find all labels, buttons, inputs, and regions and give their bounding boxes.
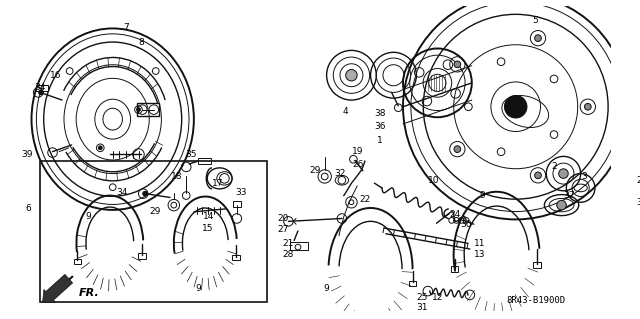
Text: 14: 14 — [202, 212, 214, 221]
Circle shape — [504, 95, 527, 118]
Text: 9: 9 — [479, 191, 485, 200]
Circle shape — [454, 146, 461, 152]
Text: 31: 31 — [417, 303, 428, 312]
Bar — [291, 242, 307, 250]
Text: 7: 7 — [123, 23, 129, 32]
Circle shape — [557, 200, 566, 210]
Text: 37: 37 — [563, 191, 575, 200]
Text: 11: 11 — [474, 239, 485, 248]
Text: 29: 29 — [310, 166, 321, 175]
Text: 9: 9 — [324, 284, 330, 293]
Bar — [198, 158, 211, 164]
Text: 23: 23 — [636, 176, 640, 185]
Text: 36: 36 — [374, 122, 386, 131]
Bar — [233, 201, 241, 207]
Text: 10: 10 — [428, 176, 439, 185]
Text: 5: 5 — [532, 16, 538, 25]
Circle shape — [559, 169, 568, 178]
Text: 28: 28 — [283, 250, 294, 259]
Text: 15: 15 — [202, 224, 214, 233]
Text: 33: 33 — [235, 188, 246, 197]
Text: 8R43-B1900D: 8R43-B1900D — [506, 296, 565, 305]
Bar — [451, 266, 458, 272]
Bar — [136, 103, 159, 116]
Bar — [36, 85, 48, 91]
Bar — [533, 263, 541, 268]
Bar — [74, 259, 81, 264]
Text: 16: 16 — [50, 71, 61, 80]
Text: 34: 34 — [35, 83, 46, 92]
Text: 24: 24 — [449, 210, 460, 219]
Circle shape — [584, 103, 591, 110]
Text: 21: 21 — [283, 239, 294, 248]
Text: 38: 38 — [374, 109, 386, 118]
Bar — [40, 161, 268, 301]
Circle shape — [99, 146, 102, 150]
Text: 6: 6 — [26, 204, 31, 213]
Text: 4: 4 — [343, 107, 349, 116]
Text: 2: 2 — [551, 162, 557, 171]
Text: 34: 34 — [116, 188, 128, 197]
Bar — [409, 280, 417, 286]
Text: 18: 18 — [171, 172, 182, 181]
Circle shape — [136, 108, 140, 112]
Circle shape — [38, 90, 44, 95]
Text: 30: 30 — [460, 220, 472, 229]
Circle shape — [534, 35, 541, 41]
Text: 33: 33 — [636, 198, 640, 207]
Bar — [638, 209, 640, 219]
Text: 12: 12 — [432, 293, 443, 302]
Text: 9: 9 — [196, 284, 202, 293]
Text: 13: 13 — [474, 250, 485, 259]
Text: 26: 26 — [353, 160, 364, 168]
Text: 1: 1 — [377, 136, 383, 145]
Text: 19: 19 — [353, 147, 364, 156]
Text: 3: 3 — [582, 172, 588, 181]
Bar — [138, 253, 146, 259]
Text: 22: 22 — [359, 195, 371, 204]
Circle shape — [534, 172, 541, 179]
Text: 25: 25 — [417, 293, 428, 302]
Text: FR.: FR. — [78, 288, 99, 298]
Text: 27: 27 — [277, 226, 289, 234]
Text: 35: 35 — [185, 150, 196, 159]
Ellipse shape — [346, 70, 357, 81]
Bar — [232, 255, 240, 261]
Text: 29: 29 — [149, 207, 161, 216]
Circle shape — [454, 61, 461, 68]
Text: 17: 17 — [212, 179, 223, 188]
Text: 39: 39 — [21, 150, 33, 159]
Text: 20: 20 — [277, 214, 289, 223]
Text: 8: 8 — [138, 38, 144, 47]
Circle shape — [143, 191, 148, 196]
FancyArrow shape — [43, 274, 72, 302]
Text: 9: 9 — [85, 212, 91, 221]
Text: 32: 32 — [334, 169, 346, 178]
